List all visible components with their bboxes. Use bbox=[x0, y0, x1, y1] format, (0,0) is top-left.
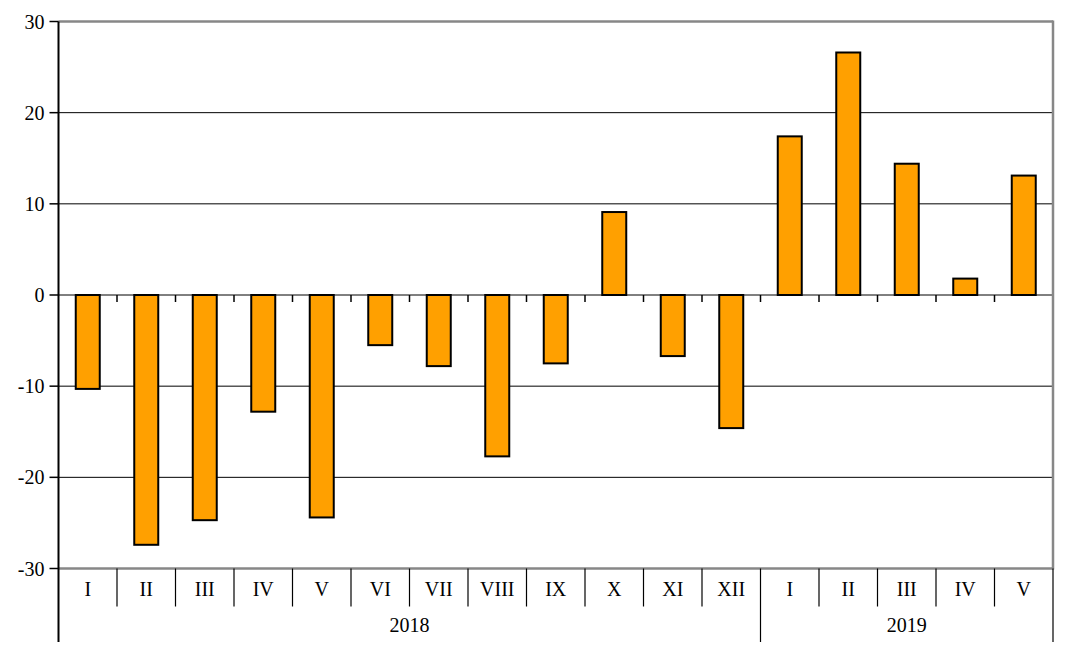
bar-2018-XI bbox=[661, 295, 685, 356]
x-tick-label-2018-VII: VII bbox=[425, 578, 453, 600]
bar-2019-II bbox=[836, 52, 860, 295]
bar-2019-III bbox=[895, 164, 919, 295]
bar-2018-IX bbox=[544, 295, 568, 363]
bar-2018-XII bbox=[719, 295, 743, 428]
y-tick-label--30: -30 bbox=[18, 558, 45, 580]
bar-2018-VII bbox=[427, 295, 451, 366]
bar-2018-VIII bbox=[485, 295, 509, 456]
bar-2018-X bbox=[602, 212, 626, 295]
bar-2018-IV bbox=[251, 295, 275, 412]
bar-2019-IV bbox=[953, 279, 977, 295]
bar-2018-VI bbox=[368, 295, 392, 345]
x-tick-label-2018-V: V bbox=[315, 578, 330, 600]
y-tick-label-20: 20 bbox=[25, 102, 45, 124]
x-tick-label-2019-II: II bbox=[842, 578, 855, 600]
bar-2018-III bbox=[193, 295, 217, 520]
x-tick-label-2018-XI: XI bbox=[662, 578, 683, 600]
x-tick-label-2018-XII: XII bbox=[717, 578, 745, 600]
x-tick-label-2019-I: I bbox=[786, 578, 793, 600]
x-tick-label-2018-VIII: VIII bbox=[480, 578, 514, 600]
y-tick-label--10: -10 bbox=[18, 375, 45, 397]
bar-2019-I bbox=[778, 136, 802, 295]
y-tick-label-10: 10 bbox=[25, 193, 45, 215]
x-tick-label-2018-II: II bbox=[140, 578, 153, 600]
bar-2018-II bbox=[134, 295, 158, 545]
x-tick-label-2018-IV: IV bbox=[253, 578, 275, 600]
x-tick-label-2019-III: III bbox=[897, 578, 917, 600]
x-tick-label-2018-IX: IX bbox=[545, 578, 567, 600]
year-label-2018: 2018 bbox=[390, 614, 430, 636]
y-tick-label-0: 0 bbox=[35, 284, 45, 306]
bar-chart: 3020100-10-20-30IIIIIIIVVVIVIIVIIIIXXXIX… bbox=[0, 0, 1076, 654]
x-tick-label-2018-VI: VI bbox=[370, 578, 391, 600]
chart-canvas: 3020100-10-20-30IIIIIIIVVVIVIIVIIIIXXXIX… bbox=[0, 0, 1076, 654]
y-tick-label--20: -20 bbox=[18, 466, 45, 488]
x-tick-label-2019-V: V bbox=[1017, 578, 1032, 600]
bar-2019-V bbox=[1012, 176, 1036, 295]
bar-2018-I bbox=[76, 295, 100, 389]
x-tick-label-2019-IV: IV bbox=[955, 578, 977, 600]
x-tick-label-2018-X: X bbox=[607, 578, 622, 600]
year-label-2019: 2019 bbox=[887, 614, 927, 636]
x-tick-label-2018-III: III bbox=[195, 578, 215, 600]
x-tick-label-2018-I: I bbox=[84, 578, 91, 600]
y-tick-label-30: 30 bbox=[25, 11, 45, 33]
bar-2018-V bbox=[310, 295, 334, 517]
